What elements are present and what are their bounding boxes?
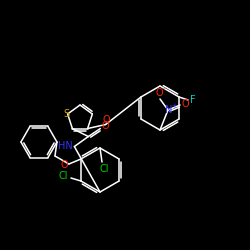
Text: O: O (60, 160, 68, 170)
Text: N: N (165, 105, 173, 115)
Text: S: S (64, 109, 70, 119)
Text: O: O (181, 99, 189, 109)
Text: ⁻: ⁻ (162, 86, 166, 94)
Text: O: O (102, 120, 109, 130)
Text: F: F (190, 95, 196, 105)
Text: HN: HN (58, 140, 72, 150)
Text: Cl: Cl (99, 164, 109, 174)
Text: O: O (155, 88, 163, 98)
Text: O: O (103, 114, 110, 124)
Text: Cl: Cl (58, 171, 68, 181)
Text: +: + (171, 103, 177, 109)
